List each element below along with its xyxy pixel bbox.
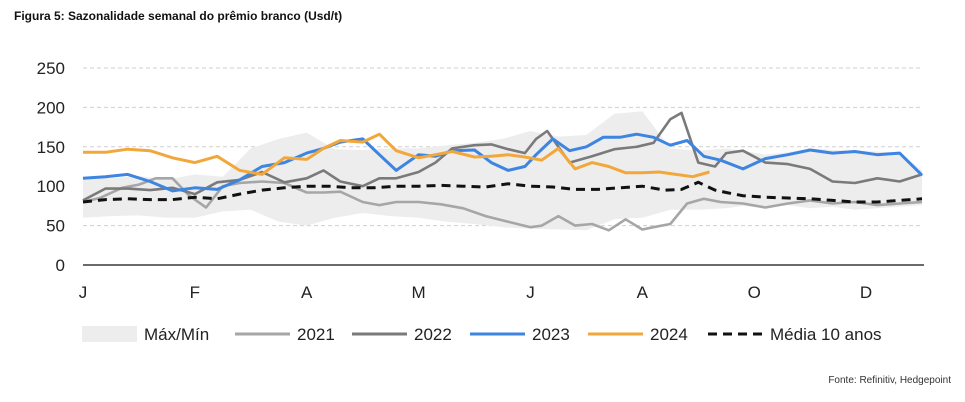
legend-label: 2024 [650, 325, 688, 344]
legend-label: 2022 [414, 325, 452, 344]
band-area-max-min [83, 111, 922, 231]
legend-label: 2023 [532, 325, 570, 344]
x-tick-label: A [301, 283, 313, 302]
x-tick-label: F [190, 283, 200, 302]
x-tick-label: J [79, 283, 88, 302]
x-tick-label: M [412, 283, 426, 302]
x-tick-label: A [637, 283, 649, 302]
x-tick-label: J [526, 283, 535, 302]
series-line-2023 [82, 132, 924, 193]
y-tick-label: 150 [37, 138, 65, 157]
series-line-media-10-anos [82, 180, 923, 204]
band-layer [83, 111, 922, 231]
legend: Máx/Mín 2021 2022 2023 2024 Média 10 anos [82, 325, 882, 344]
source-note: Fonte: Refinitiv, Hedgepoint [828, 375, 951, 386]
x-tick-label: D [860, 283, 872, 302]
legend-label: Máx/Mín [144, 325, 209, 344]
legend-swatch-max-min [82, 326, 137, 342]
series-layer [82, 111, 924, 232]
series-line-2021 [82, 177, 923, 232]
x-tick-label: O [748, 283, 761, 302]
y-tick-label: 50 [46, 217, 65, 236]
y-tick-label: 200 [37, 98, 65, 117]
axis-layer: 0 50 100 150 200 250 J F A M J A O D [37, 59, 924, 302]
figure-title: Figura 5: Sazonalidade semanal do prêmio… [14, 9, 343, 23]
series-line-2024 [83, 132, 710, 179]
y-tick-label: 100 [37, 177, 65, 196]
y-tick-label: 0 [56, 256, 65, 275]
y-tick-label: 250 [37, 59, 65, 78]
legend-label: 2021 [297, 325, 335, 344]
legend-label: Média 10 anos [770, 325, 882, 344]
